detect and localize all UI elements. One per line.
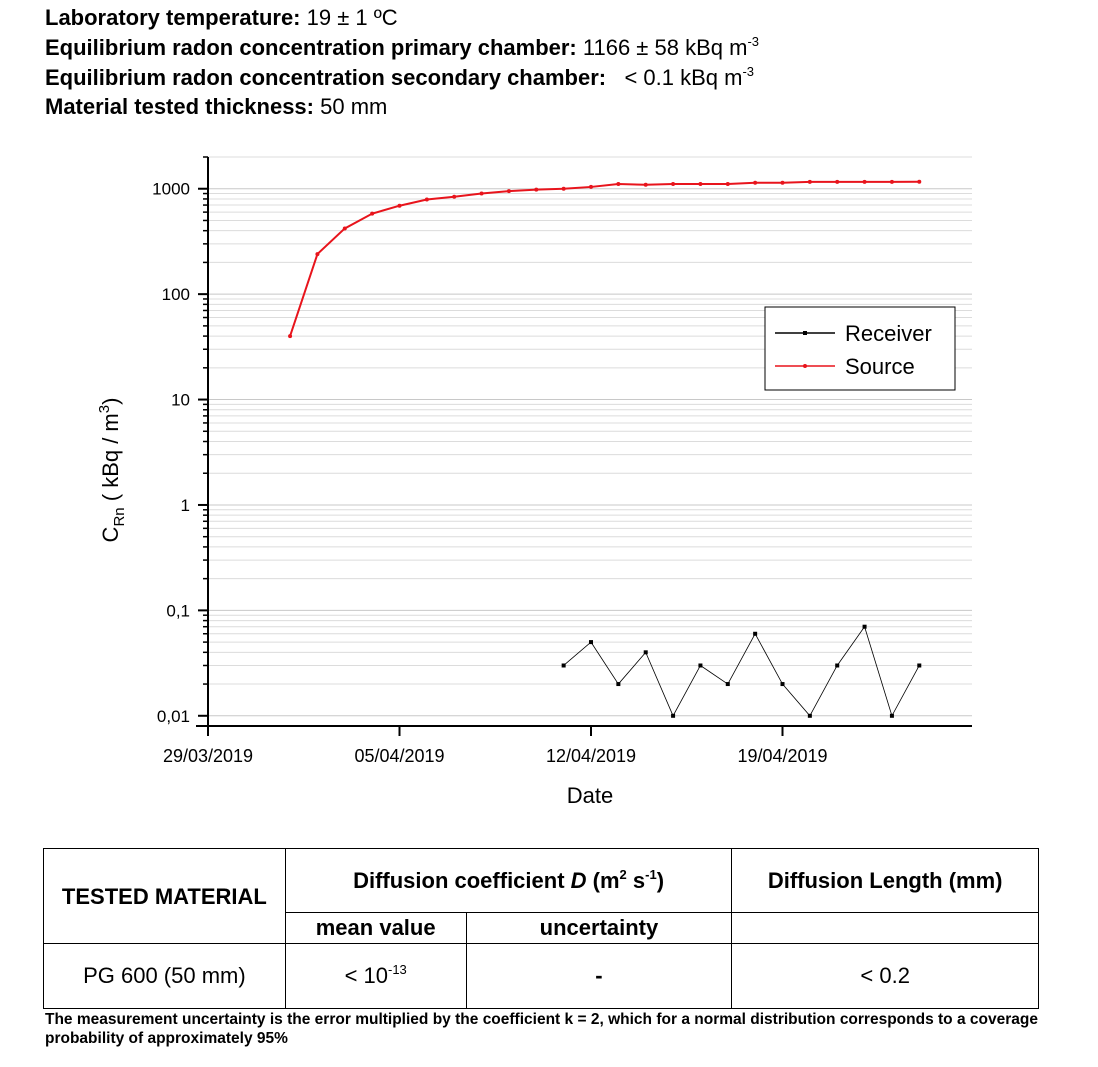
data-point: [452, 194, 457, 199]
table-subheader: uncertainty: [465, 912, 733, 944]
header-line: Laboratory temperature: 19 ± 1 ºC: [45, 5, 398, 31]
y-tick-label: 0,01: [157, 707, 190, 726]
data-point: [753, 180, 758, 185]
header-line: Material tested thickness: 50 mm: [45, 94, 387, 120]
y-title-main: C: [98, 526, 123, 542]
data-point: [889, 713, 894, 718]
data-point: [835, 179, 840, 184]
data-point: [725, 682, 730, 687]
x-tick-label: 12/04/2019: [546, 746, 636, 766]
x-tick-label: 05/04/2019: [354, 746, 444, 766]
data-point: [643, 182, 648, 187]
x-tick-label: 19/04/2019: [737, 746, 827, 766]
table-cell: PG 600 (50 mm): [43, 943, 286, 1009]
data-point: [506, 189, 511, 194]
table-header: TESTED MATERIAL: [43, 848, 286, 944]
data-point: [671, 713, 676, 718]
table-cell: [731, 912, 1039, 944]
data-point: [561, 186, 566, 191]
data-point: [643, 650, 648, 655]
y-title-sup: 3: [96, 405, 113, 413]
label: Material tested thickness:: [45, 94, 314, 119]
value: 19 ± 1 ºC: [306, 5, 398, 30]
legend-marker: [803, 364, 807, 368]
data-point: [589, 640, 593, 645]
series-line: [289, 180, 920, 337]
data-point: [753, 631, 758, 636]
data-point: [424, 197, 429, 202]
symbol: D: [570, 867, 587, 893]
footnote: The measurement uncertainty is the error…: [45, 1011, 1038, 1047]
data-point: [917, 179, 922, 184]
y-tick-label: 10: [171, 391, 190, 410]
data-point: [725, 181, 730, 186]
superscript: -3: [742, 64, 755, 79]
x-axis-title: Date: [567, 783, 613, 808]
data-point: [479, 191, 484, 196]
data-point: [780, 180, 785, 185]
y-tick-label: 0,1: [166, 601, 190, 620]
y-tick-label: 1000: [152, 180, 190, 199]
header-line: Equilibrium radon concentration secondar…: [45, 65, 754, 91]
data-point: [698, 663, 703, 668]
table-cell: < 10-13: [284, 943, 467, 1009]
data-point: [862, 624, 867, 629]
legend-label: Source: [845, 354, 915, 379]
results-table: TESTED MATERIAL Diffusion coefficient D …: [43, 848, 1039, 1009]
data-point: [889, 179, 894, 184]
label: Laboratory temperature:: [45, 5, 301, 30]
superscript: -3: [747, 34, 759, 49]
data-point: [342, 226, 347, 231]
y-title-text: ( kBq / m: [98, 413, 123, 507]
y-tick-label: 1: [181, 496, 190, 515]
data-point: [534, 187, 539, 192]
label: Equilibrium radon concentration primary …: [45, 35, 577, 60]
table-subheader: mean value: [284, 912, 467, 944]
y-title-end: ): [98, 398, 123, 405]
superscript: -13: [388, 962, 407, 977]
data-point: [780, 682, 785, 687]
data-point: [671, 181, 676, 186]
data-point: [397, 203, 402, 208]
data-point: [807, 179, 812, 184]
data-point: [917, 663, 922, 668]
header-line: Equilibrium radon concentration primary …: [45, 35, 759, 61]
x-tick-label: 29/03/2019: [163, 746, 253, 766]
text: s: [626, 867, 646, 893]
table-header: Diffusion Length (mm): [731, 848, 1039, 913]
data-point: [288, 334, 293, 339]
legend-label: Receiver: [845, 321, 932, 346]
table-cell: < 0.2: [731, 943, 1039, 1009]
data-point: [698, 181, 703, 186]
table-header: Diffusion coefficient D (m2 s-1): [284, 848, 733, 913]
legend-box: [764, 306, 956, 391]
y-axis-title: CRn ( kBq / m3): [96, 398, 128, 543]
data-point: [616, 181, 621, 186]
y-title-sub: Rn: [111, 507, 128, 526]
superscript: -1: [645, 866, 657, 882]
data-point: [370, 211, 375, 216]
chart: Date CRn ( kBq / m3) 0,01 0,1 1 10 100 1000 29…: [96, 156, 972, 808]
text: (m: [586, 867, 620, 893]
table-cell: -: [465, 943, 733, 1009]
legend-marker: [803, 331, 807, 335]
data-point: [616, 682, 621, 687]
text: ): [656, 867, 665, 893]
data-point: [862, 179, 867, 184]
text: Diffusion coefficient: [353, 867, 571, 893]
text: < 10: [344, 963, 388, 988]
value: 1166 ± 58 kBq m: [582, 35, 748, 60]
data-point: [589, 184, 593, 189]
superscript: 2: [619, 866, 627, 882]
data-point: [315, 252, 320, 257]
data-point: [807, 713, 812, 718]
data-point: [835, 663, 840, 668]
data-point: [561, 663, 566, 668]
value: 50 mm: [320, 94, 388, 119]
value: < 0.1 kBq m: [624, 65, 743, 90]
series-line: [563, 625, 920, 717]
y-tick-label: 100: [162, 285, 190, 304]
label: Equilibrium radon concentration secondar…: [45, 65, 607, 90]
